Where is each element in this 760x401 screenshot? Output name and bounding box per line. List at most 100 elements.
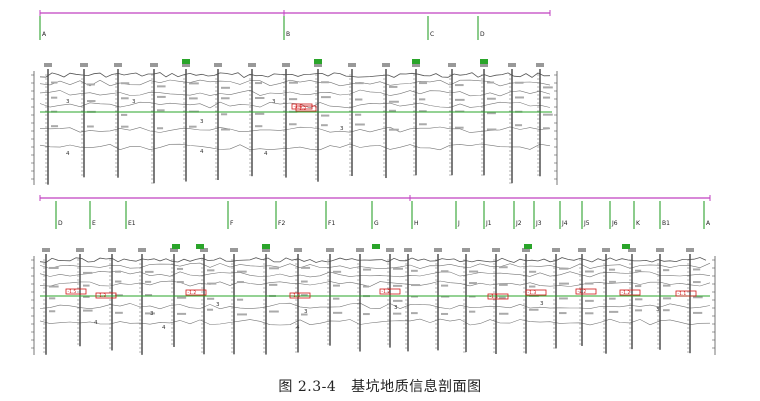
borehole-annotation-mark xyxy=(189,82,199,85)
borehole-header-mark xyxy=(170,248,178,252)
borehole-id-marker xyxy=(196,244,204,249)
stratum-boundary-line xyxy=(39,318,711,326)
borehole-annotation-mark xyxy=(389,85,398,88)
borehole-annotation-mark xyxy=(301,294,308,297)
borehole-annotation-mark xyxy=(157,127,164,130)
borehole-id-marker xyxy=(412,59,420,64)
borehole-annotation-mark xyxy=(543,127,550,130)
figure-number: 图 2.3-4 xyxy=(278,379,337,395)
borehole-annotation-mark xyxy=(207,269,215,272)
borehole-annotation-mark xyxy=(255,82,263,85)
borehole-annotation-mark xyxy=(635,309,643,312)
section-mark-label: A xyxy=(706,220,711,227)
borehole-header-mark xyxy=(230,248,238,252)
borehole-header-mark xyxy=(282,63,290,67)
borehole-annotation-mark xyxy=(455,98,465,101)
borehole-annotation-mark xyxy=(333,270,342,273)
borehole-annotation-mark xyxy=(389,100,399,103)
borehole-header-mark xyxy=(76,248,84,252)
borehole-annotation-mark xyxy=(237,313,247,316)
borehole-annotation-mark xyxy=(663,284,671,287)
borehole-header-mark xyxy=(150,63,158,67)
borehole-annotation-mark xyxy=(83,309,93,312)
borehole-header-mark xyxy=(386,248,394,252)
borehole-annotation-mark xyxy=(411,284,421,287)
excavation-depth-marker xyxy=(379,288,401,295)
stratum-boundary-line xyxy=(39,143,551,151)
borehole-header-mark xyxy=(326,248,334,252)
excavation-depth-marker xyxy=(65,288,87,295)
borehole-annotation-mark xyxy=(455,126,464,129)
borehole-id-marker xyxy=(314,59,322,64)
borehole-header-mark xyxy=(44,63,52,67)
borehole-annotation-mark xyxy=(157,85,166,88)
borehole-id-marker xyxy=(182,59,190,64)
borehole-annotation-mark xyxy=(207,282,217,285)
upper-geological-section: A B C D 3 3 3 3 3 4 4 4 -1.5-1.2 xyxy=(31,10,558,185)
borehole-annotation-mark xyxy=(635,285,642,288)
stratum-layer-label: 3 xyxy=(656,307,660,313)
borehole-annotation-mark xyxy=(115,270,122,273)
borehole-annotation-mark xyxy=(515,124,523,127)
borehole-annotation-mark xyxy=(441,270,449,273)
borehole-annotation-mark xyxy=(177,296,187,299)
excavation-depth-label: -1.1 xyxy=(678,291,687,297)
borehole-annotation-mark xyxy=(145,294,153,297)
excavation-depth-marker xyxy=(185,289,207,296)
stratum-layer-label: 4 xyxy=(296,325,300,331)
figure-title: 基坑地质信息剖面图 xyxy=(351,379,482,395)
section-mark-label: F xyxy=(230,220,234,227)
stratum-layer-label: 4 xyxy=(200,149,204,155)
borehole-header-mark xyxy=(200,248,208,252)
borehole-annotation-mark xyxy=(321,124,328,127)
borehole-annotation-mark xyxy=(207,297,215,300)
borehole-annotation-mark xyxy=(469,310,476,313)
borehole-header-mark xyxy=(552,248,560,252)
borehole-header-mark xyxy=(382,63,390,67)
borehole-annotation-mark xyxy=(333,284,340,287)
stratum-boundary-line xyxy=(39,270,711,278)
borehole-header-mark xyxy=(412,63,420,67)
section-mark-label: J4 xyxy=(561,220,568,227)
borehole-annotation-mark xyxy=(157,95,166,98)
borehole-annotation-mark xyxy=(255,97,265,100)
borehole-annotation-mark xyxy=(559,282,569,285)
borehole-annotation-mark xyxy=(663,297,672,300)
borehole-annotation-mark xyxy=(87,100,96,103)
borehole-annotation-mark xyxy=(255,125,263,128)
borehole-id-marker xyxy=(172,244,180,249)
borehole-annotation-mark xyxy=(499,283,508,286)
borehole-annotation-mark xyxy=(355,123,365,126)
borehole-id-marker xyxy=(622,244,630,249)
borehole-annotation-mark xyxy=(389,109,396,112)
borehole-annotation-mark xyxy=(585,270,594,273)
borehole-annotation-mark xyxy=(255,112,265,115)
borehole-annotation-mark xyxy=(419,123,427,126)
stratum-boundary-line xyxy=(39,280,711,287)
section-mark-label: E xyxy=(92,220,96,227)
section-mark-label: F1 xyxy=(328,220,335,227)
borehole-annotation-mark xyxy=(221,113,228,116)
borehole-annotation-mark xyxy=(49,285,59,288)
borehole-annotation-mark xyxy=(121,82,130,85)
excavation-depth-marker xyxy=(487,293,509,300)
borehole-annotation-mark xyxy=(51,125,59,128)
borehole-annotation-mark xyxy=(83,271,93,274)
excavation-depth-label: -1.2 xyxy=(382,289,391,295)
stratum-layer-label: 3 xyxy=(216,302,220,308)
borehole-annotation-mark xyxy=(87,83,95,86)
borehole-annotation-mark xyxy=(411,312,418,315)
stratum-layer-label: 3 xyxy=(132,99,136,105)
borehole-annotation-mark xyxy=(543,96,551,99)
borehole-header-mark xyxy=(578,248,586,252)
borehole-annotation-mark xyxy=(321,114,330,117)
excavation-depth-marker xyxy=(525,289,547,296)
borehole-id-marker xyxy=(372,244,380,249)
borehole-header-mark xyxy=(448,63,456,67)
borehole-header-mark xyxy=(522,248,530,252)
ground-surface-line xyxy=(39,257,707,263)
borehole-header-mark xyxy=(480,63,488,67)
borehole-annotation-mark xyxy=(529,308,539,311)
borehole-header-mark xyxy=(434,248,442,252)
borehole-annotation-mark xyxy=(321,81,329,84)
